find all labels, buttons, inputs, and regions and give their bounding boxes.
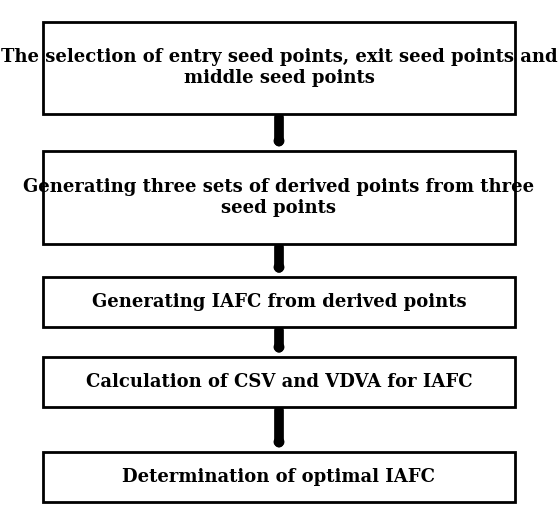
FancyBboxPatch shape	[43, 22, 515, 114]
Text: Generating IAFC from derived points: Generating IAFC from derived points	[92, 293, 466, 311]
FancyBboxPatch shape	[43, 452, 515, 502]
FancyBboxPatch shape	[43, 278, 515, 328]
FancyBboxPatch shape	[43, 151, 515, 244]
FancyBboxPatch shape	[43, 357, 515, 407]
Text: The selection of entry seed points, exit seed points and
middle seed points: The selection of entry seed points, exit…	[1, 48, 557, 87]
Text: Generating three sets of derived points from three
seed points: Generating three sets of derived points …	[23, 178, 535, 217]
Text: Determination of optimal IAFC: Determination of optimal IAFC	[123, 468, 435, 486]
Text: Calculation of CSV and VDVA for IAFC: Calculation of CSV and VDVA for IAFC	[86, 373, 472, 392]
